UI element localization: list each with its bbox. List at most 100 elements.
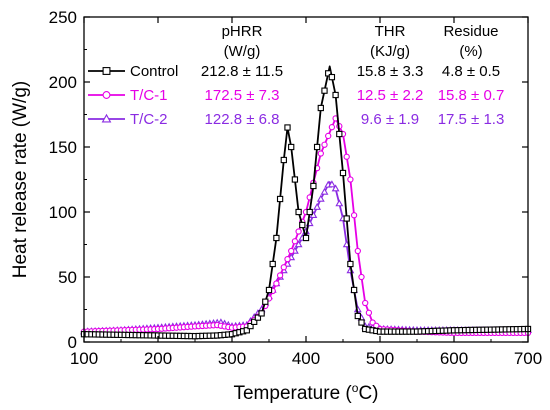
legend-marker bbox=[102, 67, 111, 75]
data-point bbox=[280, 156, 287, 164]
data-point bbox=[288, 143, 295, 151]
data-point bbox=[284, 124, 291, 131]
data-point bbox=[262, 298, 269, 305]
data-point bbox=[328, 73, 336, 81]
data-point bbox=[365, 309, 373, 316]
table-header-phrr: pHRR (W/g) bbox=[222, 23, 263, 60]
x-tick-label: 400 bbox=[292, 349, 320, 368]
data-point bbox=[339, 169, 347, 177]
legend-marker bbox=[102, 91, 111, 99]
series-line bbox=[83, 181, 528, 333]
x-tick-label: 300 bbox=[218, 349, 246, 368]
header-thr-title: THR bbox=[375, 23, 406, 40]
data-point bbox=[327, 180, 336, 188]
legend-stat-thr: 12.5 ± 2.2 bbox=[357, 87, 424, 104]
legend-marker bbox=[101, 113, 112, 123]
data-point bbox=[362, 299, 369, 307]
data-point bbox=[320, 187, 329, 195]
data-point bbox=[325, 132, 332, 140]
data-point bbox=[325, 70, 332, 77]
x-tick-label: 200 bbox=[144, 349, 172, 368]
legend-row-t-c-2: T/C-2 122.8 ± 6.8 9.6 ± 1.9 17.5 ± 1.3 bbox=[88, 111, 504, 128]
series-t-c-2 bbox=[80, 180, 532, 335]
data-point bbox=[258, 310, 265, 317]
data-point bbox=[288, 247, 295, 255]
data-point bbox=[332, 91, 339, 99]
header-residue-unit: (%) bbox=[459, 43, 482, 60]
data-point bbox=[354, 312, 361, 320]
data-point bbox=[358, 273, 365, 281]
y-tick-label: 50 bbox=[58, 268, 77, 287]
y-tick-label: 100 bbox=[49, 203, 77, 222]
legend-row-t-c-1: T/C-1 172.5 ± 7.3 12.5 ± 2.2 15.8 ± 0.7 bbox=[88, 87, 504, 104]
data-point bbox=[358, 319, 365, 326]
y-tick-label: 250 bbox=[49, 8, 77, 27]
table-header-thr: THR (KJ/g) bbox=[370, 23, 410, 60]
y-tick-label: 200 bbox=[49, 73, 77, 92]
legend-stat-phrr: 212.8 ± 11.5 bbox=[201, 63, 283, 80]
x-axis-title-unit: C) bbox=[358, 383, 378, 404]
x-tick-label: 500 bbox=[366, 349, 394, 368]
legend-stat-thr: 15.8 ± 3.3 bbox=[357, 63, 424, 80]
x-axis-title-main: Temperature ( bbox=[233, 383, 352, 404]
header-thr-unit: (KJ/g) bbox=[370, 43, 410, 60]
y-tick-label: 0 bbox=[68, 333, 77, 352]
data-point bbox=[247, 322, 254, 330]
legend: Control 212.8 ± 11.5 15.8 ± 3.3 4.8 ± 0.5 T/… bbox=[88, 63, 504, 128]
data-point bbox=[280, 264, 287, 271]
data-point bbox=[291, 238, 299, 245]
data-point bbox=[328, 124, 336, 131]
series-t-c-1 bbox=[80, 115, 532, 337]
data-point bbox=[306, 208, 313, 216]
data-point bbox=[284, 255, 291, 263]
data-point bbox=[251, 318, 258, 325]
series-layer bbox=[80, 65, 532, 340]
data-point bbox=[317, 150, 324, 157]
y-axis-title: Heat release rate (W/g) bbox=[10, 81, 31, 278]
data-point bbox=[347, 260, 354, 268]
data-point bbox=[350, 286, 358, 294]
data-point bbox=[265, 286, 273, 294]
data-point bbox=[321, 141, 328, 148]
legend-stat-phrr: 122.8 ± 6.8 bbox=[205, 111, 280, 128]
series-line bbox=[83, 65, 529, 337]
data-point bbox=[313, 202, 322, 210]
series-control bbox=[80, 65, 532, 340]
data-point bbox=[350, 212, 358, 219]
data-point bbox=[313, 143, 321, 151]
data-point bbox=[317, 104, 324, 112]
data-point bbox=[269, 260, 276, 268]
x-axis-title-degree: o bbox=[352, 381, 359, 395]
legend-stat-residue: 17.5 ± 1.3 bbox=[438, 111, 505, 128]
series-line bbox=[83, 117, 528, 334]
header-residue-title: Residue bbox=[443, 23, 498, 40]
data-point bbox=[273, 280, 280, 287]
data-point bbox=[295, 228, 302, 235]
data-point bbox=[331, 184, 340, 192]
x-tick-label: 700 bbox=[514, 349, 542, 368]
data-point bbox=[354, 247, 361, 255]
legend-stat-residue: 4.8 ± 0.5 bbox=[442, 63, 500, 80]
legend-label: T/C-1 bbox=[130, 87, 168, 104]
x-tick-label: 100 bbox=[70, 349, 98, 368]
data-point bbox=[291, 176, 299, 183]
legend-stat-phrr: 172.5 ± 7.3 bbox=[205, 87, 280, 104]
data-point bbox=[347, 176, 354, 183]
data-point bbox=[295, 208, 302, 216]
data-point bbox=[316, 194, 325, 202]
legend-stat-thr: 9.6 ± 1.9 bbox=[361, 111, 419, 128]
data-point bbox=[302, 234, 310, 242]
legend-stat-residue: 15.8 ± 0.7 bbox=[438, 87, 505, 104]
header-phrr-unit: (W/g) bbox=[224, 43, 261, 60]
table-header-residue: Residue (%) bbox=[443, 23, 498, 60]
data-point bbox=[243, 327, 250, 334]
data-point bbox=[343, 215, 350, 222]
header-phrr-title: pHRR bbox=[222, 23, 263, 40]
legend-row-control: Control 212.8 ± 11.5 15.8 ± 3.3 4.8 ± 0.5 bbox=[88, 63, 500, 80]
data-point bbox=[335, 199, 344, 207]
data-point bbox=[343, 153, 350, 160]
data-point bbox=[299, 221, 306, 229]
axis-ticks: 100 200 300 400 500 600 700 0 50 100 150 200 250 bbox=[49, 8, 543, 368]
data-point bbox=[336, 130, 343, 138]
